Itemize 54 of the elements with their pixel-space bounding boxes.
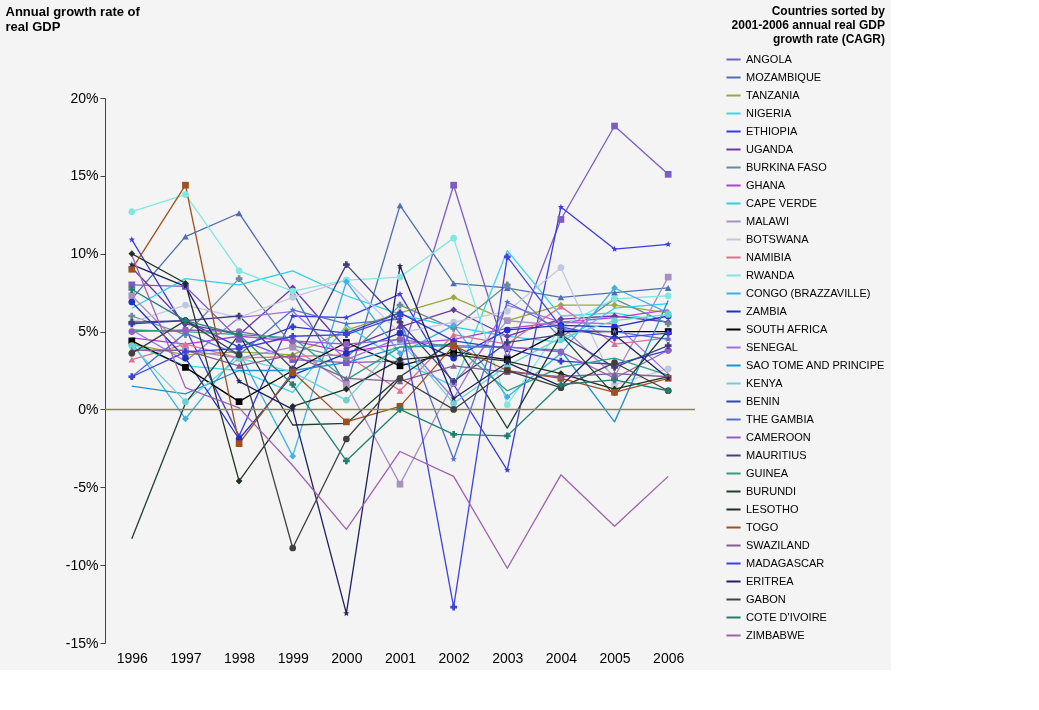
y-tick-label: 5% [78,323,99,340]
legend-label: BURKINA FASO [746,160,828,173]
legend-label: SWAZILAND [746,538,810,551]
x-tick-label: 2004 [545,649,578,666]
legend-label: ZAMBIA [746,304,788,317]
legend-label: GUINEA [746,466,789,479]
x-tick-label: 1997 [170,649,202,666]
x-tick-label: 1996 [116,649,149,666]
x-tick-label: 1999 [277,649,310,666]
y-tick-label: 15% [70,167,99,184]
legend-label: ZIMBABWE [746,628,805,641]
legend-label: BURUNDI [746,484,797,497]
legend-label: NAMIBIA [746,250,792,263]
x-tick-label: 2001 [384,649,417,666]
x-tick-label: 2002 [438,649,470,666]
legend-label: RWANDA [746,268,795,281]
x-tick-label: 1998 [224,649,256,666]
y-axis-title: Annual growth rate of real GDP [5,3,141,34]
legend-label: NIGERIA [746,106,792,119]
legend-label: MADAGASCAR [746,556,825,569]
legend-label: SENEGAL [746,340,798,353]
y-tick-label: 10% [70,245,99,262]
x-tick-label: 2006 [653,649,685,666]
legend-label: ANGOLA [746,52,793,65]
y-tick-label: -10% [65,556,99,573]
legend-label: SOUTH AFRICA [746,322,828,335]
y-tick-label: 0% [78,400,99,417]
legend-label: CAPE VERDE [746,196,817,209]
legend-label: BOTSWANA [746,232,810,245]
legend-label: SAO TOME AND PRINCIPE [746,358,885,371]
legend-label: ETHIOPIA [746,124,799,137]
legend-label: TOGO [746,520,779,533]
legend-label: CONGO (BRAZZAVILLE) [746,286,871,299]
legend-label: GABON [746,592,786,605]
legend-label: BENIN [746,394,780,407]
legend-label: GHANA [746,178,786,191]
legend-label: COTE D'IVOIRE [746,610,827,623]
legend-label: UGANDA [746,142,794,155]
legend-label: KENYA [746,376,784,389]
x-tick-label: 2000 [331,649,363,666]
legend-title: Countries sorted by 2001-2006 annual real GDP growth rate (CAGR) [731,4,886,46]
y-tick-label: -15% [65,634,99,651]
legend-label: MOZAMBIQUE [746,70,822,83]
legend-label: THE GAMBIA [746,412,815,425]
y-tick-label: 20% [70,89,99,106]
legend-label: MAURITIUS [746,448,807,461]
legend-label: TANZANIA [746,88,801,101]
x-tick-label: 2005 [599,649,631,666]
legend-label: LESOTHO [746,502,800,515]
legend-label: CAMEROON [746,430,811,443]
y-tick-label: -5% [73,478,99,495]
legend-label: MALAWI [746,214,789,227]
legend-label: ERITREA [746,574,795,587]
x-tick-label: 2003 [492,649,524,666]
